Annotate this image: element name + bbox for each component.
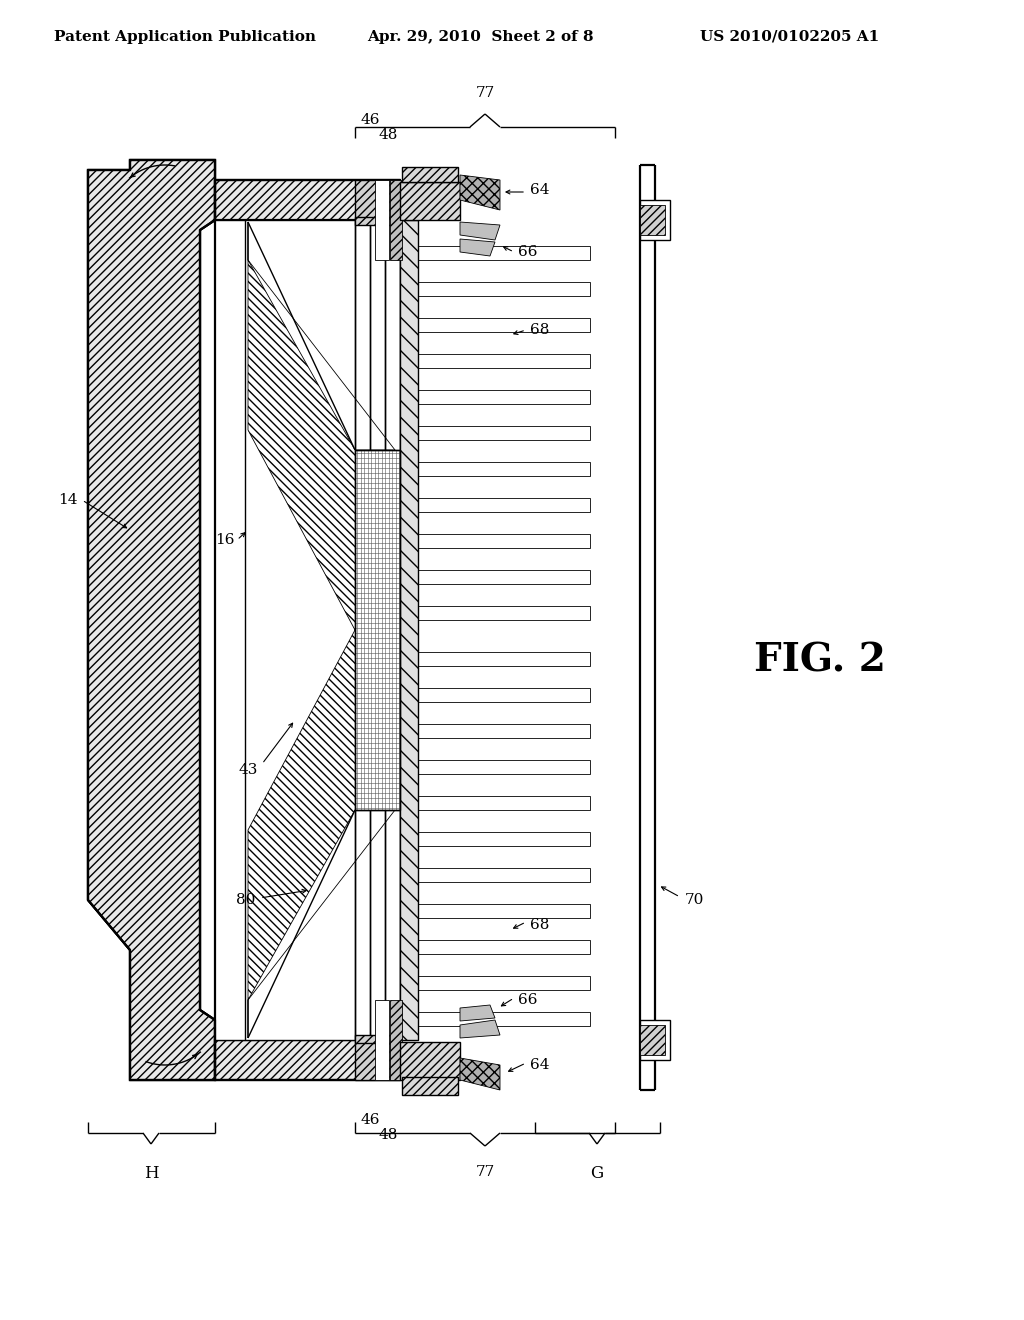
Text: 68: 68 — [530, 917, 549, 932]
Polygon shape — [460, 176, 500, 210]
Polygon shape — [248, 222, 395, 630]
Text: US 2010/0102205 A1: US 2010/0102205 A1 — [700, 30, 880, 44]
Text: 46: 46 — [360, 1113, 380, 1127]
Bar — [400, 426, 590, 440]
Text: 43: 43 — [239, 763, 258, 777]
Text: 66: 66 — [518, 246, 538, 259]
Text: 14: 14 — [58, 492, 78, 507]
Polygon shape — [460, 239, 495, 256]
Bar — [400, 1012, 590, 1026]
Bar — [400, 760, 590, 774]
Bar — [400, 904, 590, 917]
Text: 77: 77 — [475, 1166, 495, 1179]
Text: Patent Application Publication: Patent Application Publication — [54, 30, 316, 44]
Bar — [355, 450, 400, 810]
Bar — [400, 940, 590, 954]
Bar — [355, 180, 400, 220]
Bar — [375, 1001, 389, 1080]
Bar — [402, 168, 458, 182]
Text: Apr. 29, 2010  Sheet 2 of 8: Apr. 29, 2010 Sheet 2 of 8 — [367, 30, 593, 44]
Bar — [640, 1026, 665, 1055]
Text: 46: 46 — [360, 114, 380, 127]
Bar — [400, 354, 590, 368]
Text: 48: 48 — [378, 1129, 397, 1142]
Bar — [390, 1001, 402, 1080]
Bar — [640, 205, 665, 235]
Bar — [400, 652, 590, 667]
Bar — [400, 535, 590, 548]
Bar — [215, 180, 400, 220]
Bar — [400, 570, 590, 583]
Bar — [215, 1040, 400, 1080]
Bar — [640, 1020, 670, 1060]
Bar — [355, 1035, 400, 1043]
Text: 64: 64 — [530, 1059, 550, 1072]
Bar — [355, 220, 406, 1040]
Bar — [215, 220, 400, 1040]
Polygon shape — [248, 630, 395, 1038]
Bar — [400, 1041, 460, 1080]
Bar — [400, 182, 460, 220]
Polygon shape — [88, 160, 215, 1080]
Polygon shape — [460, 222, 500, 240]
Bar — [355, 216, 400, 224]
Bar — [400, 389, 590, 404]
Bar — [400, 975, 590, 990]
Bar — [400, 869, 590, 882]
Bar — [400, 462, 590, 477]
Text: 16: 16 — [215, 533, 234, 546]
Text: 77: 77 — [475, 86, 495, 100]
Text: 70: 70 — [685, 894, 705, 907]
Bar — [400, 723, 590, 738]
Bar — [375, 180, 389, 260]
Text: 68: 68 — [530, 323, 549, 337]
Bar — [400, 796, 590, 810]
Text: 48: 48 — [378, 128, 397, 143]
Bar — [400, 246, 590, 260]
Bar — [390, 180, 402, 260]
Bar — [355, 450, 400, 810]
Bar — [402, 1077, 458, 1096]
Text: G: G — [591, 1166, 603, 1181]
Bar — [400, 220, 418, 1040]
Bar — [400, 688, 590, 702]
Bar — [400, 318, 590, 333]
Bar — [640, 201, 670, 240]
Text: 66: 66 — [518, 993, 538, 1007]
Bar — [400, 498, 590, 512]
Text: 64: 64 — [530, 183, 550, 197]
Text: 80: 80 — [236, 894, 255, 907]
Polygon shape — [460, 1020, 500, 1038]
Bar — [400, 832, 590, 846]
Polygon shape — [460, 1059, 500, 1090]
Text: H: H — [143, 1166, 159, 1181]
Bar — [400, 606, 590, 620]
Polygon shape — [460, 1005, 495, 1020]
Bar — [355, 1040, 400, 1080]
Bar — [400, 282, 590, 296]
Text: FIG. 2: FIG. 2 — [754, 642, 886, 678]
Polygon shape — [88, 160, 215, 1080]
Polygon shape — [88, 160, 215, 1080]
